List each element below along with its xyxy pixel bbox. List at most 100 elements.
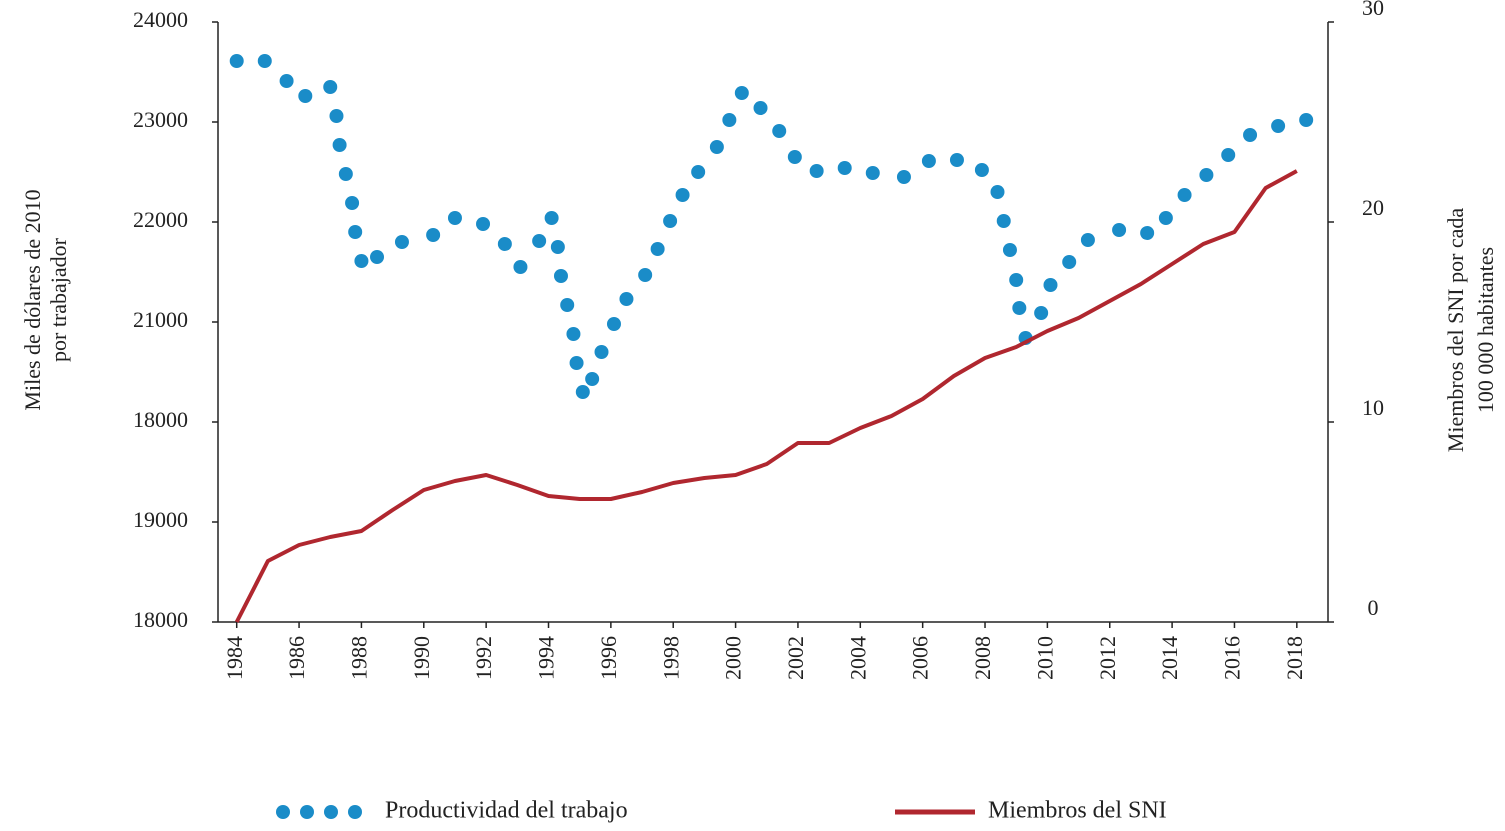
y-tick-label: 24000 xyxy=(133,7,188,32)
x-tick-label: 2012 xyxy=(1095,636,1120,680)
data-point xyxy=(1221,148,1236,162)
data-point xyxy=(1009,273,1024,287)
data-point xyxy=(990,185,1005,199)
data-point xyxy=(560,298,575,312)
y2-axis-title-line: 100 000 habitantes xyxy=(1473,247,1498,413)
data-point xyxy=(370,250,385,264)
data-point xyxy=(497,237,512,251)
data-point xyxy=(650,242,665,256)
data-point xyxy=(1140,226,1155,240)
data-point xyxy=(332,138,347,152)
y-tick-label: 22000 xyxy=(133,207,188,232)
x-tick-label: 1984 xyxy=(222,636,247,680)
y2-tick-label: 10 xyxy=(1362,395,1384,420)
data-point xyxy=(896,170,911,184)
x-tick-label: 2002 xyxy=(783,636,808,680)
data-point xyxy=(663,214,678,228)
y-axis-title-line: Miles de dólares de 2010 xyxy=(20,189,45,410)
data-point xyxy=(329,109,344,123)
data-point xyxy=(787,150,802,164)
y-tick-label: 18000 xyxy=(133,407,188,432)
data-point xyxy=(753,101,768,115)
x-tick-label: 2008 xyxy=(970,636,995,680)
y-tick-label: 19000 xyxy=(133,507,188,532)
data-point xyxy=(1080,233,1095,247)
data-point xyxy=(1002,243,1017,257)
y2-axis-title-line: Miembros del SNI por cada xyxy=(1443,208,1468,453)
x-tick-label: 2014 xyxy=(1157,636,1182,680)
x-tick-label: 2006 xyxy=(908,636,933,680)
data-point xyxy=(1043,278,1058,292)
data-point xyxy=(338,167,353,181)
data-point xyxy=(1112,223,1127,237)
data-point xyxy=(394,235,409,249)
legend-label: Miembros del SNI xyxy=(988,798,1167,824)
data-point xyxy=(426,228,441,242)
data-point xyxy=(809,164,824,178)
data-point xyxy=(1177,188,1192,202)
data-line xyxy=(234,169,1298,623)
y-axis-title-line: por trabajador xyxy=(46,237,71,362)
data-point xyxy=(734,86,749,100)
y2-tick-label: 0 xyxy=(1368,595,1379,620)
x-tick-label: 2004 xyxy=(845,636,870,680)
data-point xyxy=(550,240,565,254)
data-point xyxy=(675,188,690,202)
y-tick-label: 18000 xyxy=(133,607,188,632)
data-point xyxy=(1243,128,1258,142)
data-point xyxy=(229,54,244,68)
y2-tick-label: 30 xyxy=(1362,0,1384,20)
data-point xyxy=(921,154,936,168)
data-point xyxy=(298,89,313,103)
data-point xyxy=(279,74,294,88)
y2-axis-title: Miembros del SNI por cada 100 000 habita… xyxy=(1443,208,1498,453)
data-point xyxy=(447,211,462,225)
legend-swatch xyxy=(324,805,338,819)
data-point xyxy=(513,260,528,274)
data-point xyxy=(1271,119,1286,133)
legend-swatch xyxy=(300,805,314,819)
data-point xyxy=(638,268,653,282)
data-point xyxy=(691,165,706,179)
legend-label: Productividad del trabajo xyxy=(385,798,628,824)
data-point xyxy=(585,372,600,386)
data-point xyxy=(837,161,852,175)
x-tick-label: 1990 xyxy=(409,636,434,680)
data-point xyxy=(606,317,621,331)
data-point xyxy=(348,225,363,239)
x-tick-label: 1992 xyxy=(471,636,496,680)
x-tick-label: 1988 xyxy=(346,636,371,680)
data-point xyxy=(594,345,609,359)
data-point xyxy=(553,269,568,283)
data-point xyxy=(569,356,584,370)
data-point xyxy=(323,80,338,94)
data-point xyxy=(709,140,724,154)
data-point xyxy=(996,214,1011,228)
data-point xyxy=(354,254,369,268)
x-tick-label: 2016 xyxy=(1220,636,1245,680)
y-tick-label: 21000 xyxy=(133,307,188,332)
data-point xyxy=(865,166,880,180)
data-point xyxy=(1299,113,1314,127)
data-point xyxy=(619,292,634,306)
x-tick-label: 1986 xyxy=(284,636,309,680)
data-point xyxy=(575,385,590,399)
legend-swatch xyxy=(276,805,290,819)
x-tick-label: 2000 xyxy=(721,636,746,680)
data-point xyxy=(974,163,989,177)
x-tick-label: 1994 xyxy=(534,636,559,680)
data-point xyxy=(566,327,581,341)
y-axis-title: Miles de dólares de 2010 por trabajador xyxy=(20,189,71,410)
data-point xyxy=(1199,168,1214,182)
data-point xyxy=(949,153,964,167)
x-tick-label: 2018 xyxy=(1282,636,1307,680)
y-tick-label: 23000 xyxy=(133,107,188,132)
x-tick-label: 1998 xyxy=(658,636,683,680)
x-tick-label: 1996 xyxy=(596,636,621,680)
data-point xyxy=(1158,211,1173,225)
data-point xyxy=(1012,301,1027,315)
legend-swatch xyxy=(348,805,362,819)
data-point xyxy=(1062,255,1077,269)
x-tick-label: 2010 xyxy=(1032,636,1057,680)
